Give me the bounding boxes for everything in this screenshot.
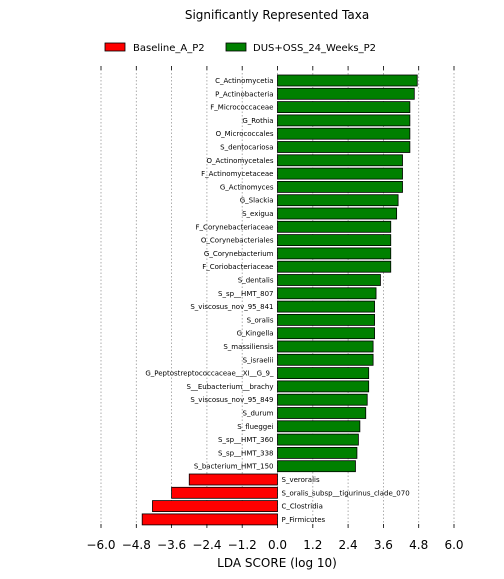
x-tick-label: 2.4 xyxy=(339,538,358,552)
bar xyxy=(171,486,278,499)
bar xyxy=(188,473,278,486)
bar-label: S_dentocariosa xyxy=(220,144,273,152)
bar xyxy=(277,300,375,313)
x-axis-label: LDA SCORE (log 10) xyxy=(217,556,337,570)
bar-label: F_Coriobacteriaceae xyxy=(202,263,273,271)
bar-label: F_Corynebacteriaceae xyxy=(196,223,274,231)
bar xyxy=(277,234,392,247)
legend-swatch-dus-oss xyxy=(225,42,247,52)
bar xyxy=(277,287,377,300)
bar-label: S_sp__HMT_338 xyxy=(218,449,273,457)
bar-label: P_Actinobacteria xyxy=(215,90,273,98)
bar-label: G_Peptostreptococcaceae__XI__G_9_ xyxy=(145,370,274,378)
bar xyxy=(277,74,418,87)
bar-label: S_bacterium_HMT_150 xyxy=(194,463,274,471)
bar-label: S_sp__HMT_360 xyxy=(218,436,273,444)
bar-label: S_oralis xyxy=(247,316,274,324)
bar-label: S_israelii xyxy=(243,356,274,364)
bar-label: G_Slackia xyxy=(240,197,274,205)
bar xyxy=(141,513,278,526)
x-axis: −6.0 −4.8 −3.6 −2.4 −1.2 0.0 1.2 2.4 3.6 4.8 6.0 xyxy=(86,66,464,552)
x-tick-label: −2.4 xyxy=(192,538,221,552)
bar xyxy=(277,353,374,366)
x-tick-label: −4.8 xyxy=(122,538,151,552)
bar-label: S_massiliensis xyxy=(223,343,274,351)
bar xyxy=(277,274,381,286)
x-tick-label: 3.6 xyxy=(374,538,393,552)
legend: Baseline_A_P2 DUS+OSS_24_Weeks_P2 xyxy=(104,42,376,54)
bar-label: P_Firmicutes xyxy=(282,516,326,524)
bar xyxy=(277,141,411,153)
bar-label: O_Corynebacteriales xyxy=(201,237,274,245)
bar-label: G_Kingella xyxy=(237,330,274,338)
bar-label: O_Micrococcales xyxy=(216,130,274,138)
bar xyxy=(277,380,370,393)
bars xyxy=(141,74,418,526)
legend-swatch-baseline xyxy=(104,42,126,52)
bar xyxy=(277,446,358,459)
bar xyxy=(277,220,392,233)
bar-label: C_Clostridia xyxy=(282,503,323,511)
bar-label: S_dentalis xyxy=(238,277,274,285)
legend-label-baseline: Baseline_A_P2 xyxy=(133,43,205,54)
bar-labels: C_Actinomycetia P_Actinobacteria F_Microco… xyxy=(145,77,409,524)
x-tick-label: 0.0 xyxy=(268,538,287,552)
bar xyxy=(152,500,278,513)
bar xyxy=(277,167,403,180)
bar xyxy=(277,154,403,167)
chart-title: Significantly Represented Taxa xyxy=(185,8,369,22)
bar xyxy=(277,194,399,207)
bar xyxy=(277,407,367,419)
x-tick-label: −6.0 xyxy=(86,538,115,552)
bar-label: G_Actinomyces xyxy=(220,183,274,191)
bar-label: S_exigua xyxy=(242,210,273,218)
bar-label: S__Eubacterium__brachy xyxy=(186,383,273,391)
bar-label: G_Rothia xyxy=(242,117,273,125)
x-tick-label: −1.2 xyxy=(228,538,257,552)
bar xyxy=(277,114,411,127)
bar xyxy=(277,327,375,340)
bar-label: G_Corynebacterium xyxy=(204,250,274,258)
bar xyxy=(277,207,398,220)
x-tick-label: −3.6 xyxy=(157,538,186,552)
bar xyxy=(277,247,392,260)
bar-label: F_Micrococcaceae xyxy=(210,104,273,112)
bar xyxy=(277,127,411,140)
bar xyxy=(277,433,359,446)
bar-label: S_viscosus_nov_95_849 xyxy=(190,396,273,404)
bar xyxy=(277,393,368,406)
bar-label: F_Actinomycetaceae xyxy=(201,170,273,178)
bar-label: S_flueggei xyxy=(237,423,273,431)
bar xyxy=(277,87,415,100)
bar xyxy=(277,367,370,380)
bar xyxy=(277,420,361,433)
bar xyxy=(277,101,411,113)
bar-label: S_sp__HMT_807 xyxy=(218,290,273,298)
bar-label: C_Actinomycetia xyxy=(215,77,273,85)
bar-label: S_oralis_subsp__tigurinus_clade_070 xyxy=(282,489,410,497)
legend-label-dus-oss: DUS+OSS_24_Weeks_P2 xyxy=(253,43,376,54)
bar-label: S_veroralis xyxy=(282,476,320,484)
bar-label: S_durum xyxy=(243,410,274,418)
bar xyxy=(277,260,392,273)
x-tick-label: 4.8 xyxy=(409,538,428,552)
bar-label: O_Actinomycetales xyxy=(207,157,274,165)
bar xyxy=(277,180,403,193)
bar xyxy=(277,313,375,326)
bar xyxy=(277,340,374,353)
x-tick-label: 1.2 xyxy=(303,538,322,552)
x-tick-label: 6.0 xyxy=(444,538,463,552)
bar-label: S_viscosus_nov_95_841 xyxy=(190,303,273,311)
bar xyxy=(277,460,356,473)
